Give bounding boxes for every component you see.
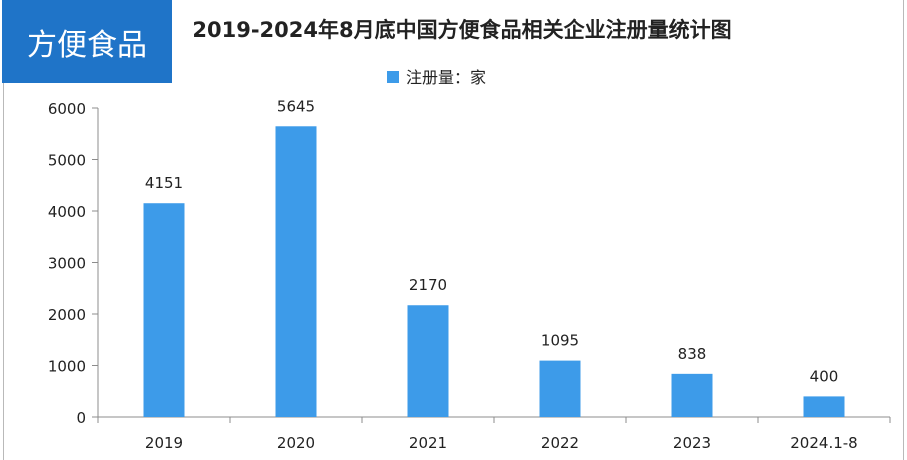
data-label: 400 bbox=[810, 367, 839, 385]
y-tick-label: 4000 bbox=[48, 203, 86, 221]
x-tick-label: 2021 bbox=[409, 434, 447, 452]
x-tick-label: 2019 bbox=[145, 434, 183, 452]
bar bbox=[275, 126, 317, 417]
legend-swatch bbox=[387, 71, 399, 83]
bar bbox=[803, 396, 845, 417]
y-tick-label: 3000 bbox=[48, 255, 86, 273]
y-tick-label: 5000 bbox=[48, 152, 86, 170]
data-label: 5645 bbox=[277, 97, 315, 115]
data-label: 1095 bbox=[541, 332, 579, 350]
bar bbox=[143, 203, 185, 417]
y-axis: 0 1000 2000 3000 4000 5000 6000 bbox=[48, 100, 99, 427]
category-tag: 方便食品 bbox=[2, 0, 172, 83]
y-tick-label: 0 bbox=[76, 409, 86, 427]
y-tick-label: 6000 bbox=[48, 100, 86, 118]
legend-label: 注册量：家 bbox=[406, 68, 486, 87]
data-label: 4151 bbox=[145, 174, 183, 192]
data-label: 2170 bbox=[409, 276, 447, 294]
chart-title: 2019-2024年8月底中国方便食品相关企业注册量统计图 bbox=[192, 18, 731, 42]
x-tick-label: 2023 bbox=[673, 434, 711, 452]
bar bbox=[539, 360, 581, 417]
frame-right-border bbox=[903, 0, 904, 460]
bar bbox=[407, 305, 449, 417]
x-axis: 2019 2020 2021 2022 2023 2024.1-8 bbox=[97, 416, 891, 452]
frame-left-border bbox=[3, 0, 4, 460]
y-tick-label: 2000 bbox=[48, 306, 86, 324]
x-tick-label: 2020 bbox=[277, 434, 315, 452]
data-label: 838 bbox=[678, 345, 707, 363]
x-tick-label: 2022 bbox=[541, 434, 579, 452]
x-tick-label: 2024.1-8 bbox=[790, 434, 857, 452]
bar bbox=[671, 373, 713, 417]
bars-group: 4151 5645 2170 1095 838 400 bbox=[143, 97, 845, 417]
y-tick-label: 1000 bbox=[48, 358, 86, 376]
